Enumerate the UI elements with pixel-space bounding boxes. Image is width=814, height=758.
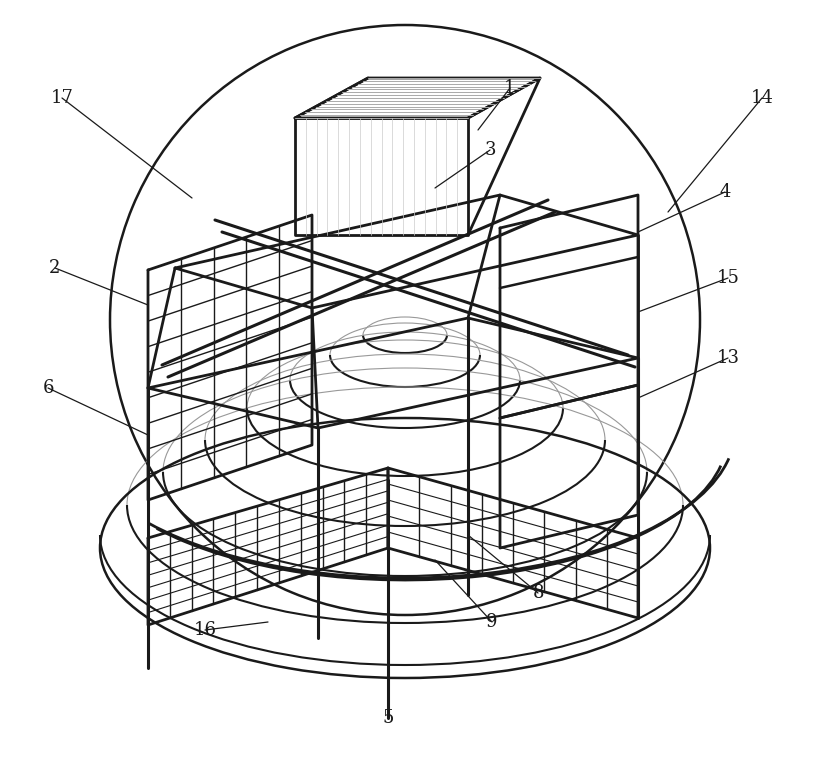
Text: 14: 14	[751, 89, 773, 107]
Text: 16: 16	[194, 621, 217, 639]
Text: 17: 17	[50, 89, 73, 107]
Text: 3: 3	[484, 141, 496, 159]
Text: 15: 15	[716, 269, 739, 287]
Text: 8: 8	[532, 584, 544, 602]
Text: 13: 13	[716, 349, 739, 367]
Text: 6: 6	[42, 379, 54, 397]
Text: 9: 9	[486, 613, 497, 631]
Text: 1: 1	[504, 79, 516, 97]
Text: 2: 2	[50, 259, 61, 277]
Text: 4: 4	[720, 183, 731, 201]
Text: 5: 5	[383, 709, 394, 727]
